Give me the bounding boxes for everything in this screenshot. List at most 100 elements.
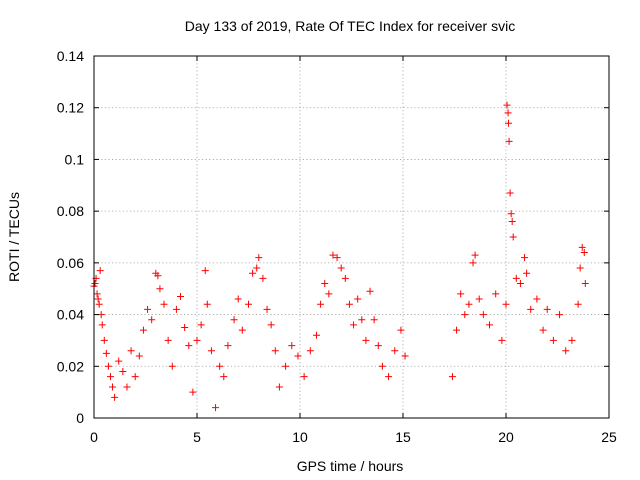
data-point <box>98 321 106 329</box>
data-point <box>259 274 267 282</box>
data-point <box>469 259 477 267</box>
y-tick-label: 0 <box>76 410 84 426</box>
data-point <box>135 352 143 360</box>
data-point <box>486 321 494 329</box>
data-point <box>164 336 172 344</box>
x-tick-label: 20 <box>498 429 514 445</box>
data-point <box>300 373 308 381</box>
data-point <box>453 326 461 334</box>
data-point <box>337 264 345 272</box>
x-tick-label: 5 <box>193 429 201 445</box>
data-point <box>508 217 516 225</box>
data-point <box>104 362 112 370</box>
data-point <box>177 292 185 300</box>
data-point <box>294 352 302 360</box>
data-point <box>154 272 162 280</box>
data-point <box>321 280 329 288</box>
data-point <box>574 300 582 308</box>
data-point <box>234 295 242 303</box>
data-point <box>506 189 514 197</box>
data-point <box>505 137 513 145</box>
x-tick-label: 0 <box>90 429 98 445</box>
data-point <box>156 285 164 293</box>
data-point <box>358 316 366 324</box>
data-point <box>516 280 524 288</box>
data-point <box>341 274 349 282</box>
data-point <box>504 119 512 127</box>
data-point <box>255 254 263 262</box>
data-point <box>95 300 103 308</box>
data-point <box>181 324 189 331</box>
data-point <box>216 362 224 370</box>
data-point <box>448 373 456 381</box>
data-point <box>492 290 500 298</box>
x-tick-labels: 0 5 10 15 20 25 <box>90 429 617 445</box>
data-point <box>93 290 101 298</box>
data-point <box>271 347 279 355</box>
data-point <box>503 101 511 109</box>
data-point <box>249 269 257 277</box>
data-point <box>391 347 399 355</box>
data-point <box>378 362 386 370</box>
data-point <box>354 295 362 303</box>
data-point <box>471 251 479 259</box>
data-point <box>512 274 520 282</box>
data-point <box>123 383 131 391</box>
y-tick-label: 0.14 <box>57 48 84 64</box>
data-point <box>201 267 209 275</box>
data-point <box>549 336 557 344</box>
data-point <box>576 264 584 272</box>
data-point <box>109 383 117 391</box>
data-point <box>111 393 119 401</box>
data-point <box>366 287 374 295</box>
data-point <box>370 316 378 324</box>
data-point <box>160 300 168 308</box>
grid <box>94 56 609 418</box>
data-point <box>475 295 483 303</box>
data-point <box>533 295 541 303</box>
data-point <box>263 305 271 313</box>
data-point <box>581 280 589 288</box>
data-point <box>224 342 232 350</box>
data-point <box>568 336 576 344</box>
data-point <box>267 321 275 329</box>
y-tick-label: 0.12 <box>57 100 84 116</box>
data-point <box>288 342 296 350</box>
data-point <box>457 290 465 298</box>
data-point <box>580 249 588 257</box>
data-point <box>509 233 517 241</box>
x-tick-label: 10 <box>292 429 308 445</box>
data-point <box>401 352 409 360</box>
axis-ticks <box>93 55 610 419</box>
data-point <box>207 347 215 355</box>
data-point <box>521 254 529 262</box>
data-point <box>185 342 193 350</box>
y-tick-label: 0.04 <box>57 307 84 323</box>
y-tick-label: 0.02 <box>57 358 84 374</box>
data-point <box>523 269 531 277</box>
data-point <box>238 326 246 334</box>
data-point <box>100 336 108 344</box>
data-point <box>245 300 252 308</box>
data-point <box>465 300 473 308</box>
data-point <box>203 300 211 308</box>
data-point <box>131 373 139 381</box>
data-point <box>144 305 152 313</box>
data-point <box>115 357 123 365</box>
data-point <box>543 305 551 313</box>
y-tick-label: 0.1 <box>65 151 85 167</box>
data-point <box>96 267 104 275</box>
data-point <box>212 404 220 412</box>
data-point <box>329 251 337 259</box>
data-point <box>397 326 405 334</box>
data-point <box>504 109 512 117</box>
data-point <box>127 347 135 355</box>
data-point <box>345 300 353 308</box>
chart-title: Day 133 of 2019, Rate Of TEC Index for r… <box>185 18 515 34</box>
data-point <box>91 280 99 288</box>
x-tick-label: 25 <box>601 429 617 445</box>
x-tick-label: 15 <box>395 429 411 445</box>
data-point <box>119 367 127 375</box>
data-point <box>578 243 586 251</box>
